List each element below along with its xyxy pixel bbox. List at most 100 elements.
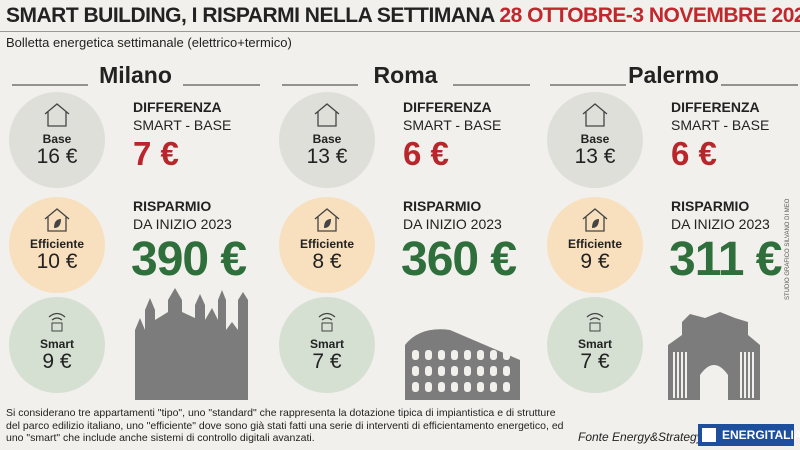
- house-icon: [44, 208, 70, 232]
- apartment-label: Base: [42, 132, 72, 146]
- difference-title: DIFFERENZA: [133, 99, 222, 115]
- device-icon: [321, 322, 333, 332]
- house-icon: [44, 103, 70, 127]
- column: [673, 352, 675, 398]
- source: Fonte Energy&Strategy: [578, 430, 703, 444]
- brand-logo: [702, 428, 716, 442]
- city-name: Milano: [99, 62, 172, 88]
- apartment-value: 9 €: [42, 350, 72, 373]
- difference-value: 6 €: [671, 135, 717, 172]
- difference-title: DIFFERENZA: [403, 99, 492, 115]
- city-name: Palermo: [628, 62, 719, 88]
- leaf-icon: [54, 219, 61, 228]
- arch: [490, 350, 497, 360]
- leaf-icon: [324, 219, 331, 228]
- gate-arch: [700, 365, 728, 400]
- arch: [451, 366, 458, 376]
- arch: [425, 350, 432, 360]
- arch: [451, 382, 458, 392]
- arch: [477, 350, 484, 360]
- house-icon: [314, 103, 340, 127]
- rule: [0, 31, 800, 32]
- difference-subtitle: SMART - BASE: [133, 117, 232, 133]
- apartment-value: 13 €: [306, 145, 348, 168]
- saving-title: RISPARMIO: [671, 198, 750, 214]
- difference-subtitle: SMART - BASE: [671, 117, 770, 133]
- wifi-icon: [318, 312, 336, 321]
- arch: [464, 382, 471, 392]
- arch: [503, 382, 510, 392]
- arch: [451, 350, 458, 360]
- column: [681, 352, 683, 398]
- arch: [425, 366, 432, 376]
- note: Si considerano tre appartamenti "tipo", …: [6, 407, 564, 444]
- wifi-icon: [48, 312, 66, 321]
- saving-subtitle: DA INIZIO 2023: [403, 216, 502, 232]
- arch: [464, 350, 471, 360]
- arch: [438, 382, 445, 392]
- saving-title: RISPARMIO: [403, 198, 482, 214]
- brand: ENERGITALIA: [698, 424, 800, 446]
- column: [677, 352, 679, 398]
- arch: [412, 382, 419, 392]
- apartment-value: 7 €: [580, 350, 610, 373]
- saving-title: RISPARMIO: [133, 198, 212, 214]
- apartment-value: 13 €: [574, 145, 616, 168]
- arch: [477, 382, 484, 392]
- difference-value: 6 €: [403, 135, 449, 172]
- title-row: SMART BUILDING, I RISPARMI NELLA SETTIMA…: [6, 4, 800, 28]
- apartment-value: 7 €: [312, 350, 342, 373]
- apartment-value: 8 €: [312, 250, 342, 273]
- apartment-value: 10 €: [36, 250, 78, 273]
- roma-colosseo: [405, 329, 520, 400]
- saving-value: 390 €: [131, 233, 247, 286]
- arch: [412, 366, 419, 376]
- apartment-label: Smart: [309, 337, 344, 351]
- apartment-label: Efficiente: [299, 237, 354, 251]
- brand-name: ENERGITALIA: [722, 428, 800, 442]
- date: 28 OTTOBRE-3 NOVEMBRE 2023: [499, 4, 800, 27]
- column: [740, 352, 742, 398]
- arch: [438, 366, 445, 376]
- arch: [490, 382, 497, 392]
- apartment-label: Smart: [39, 337, 74, 351]
- house-icon: [582, 208, 608, 232]
- difference-subtitle: SMART - BASE: [403, 117, 502, 133]
- saving-value: 311 €: [669, 233, 782, 286]
- arch: [477, 366, 484, 376]
- arch: [503, 366, 510, 376]
- device-icon: [589, 322, 601, 332]
- city-name: Roma: [373, 62, 438, 88]
- arch: [503, 350, 510, 360]
- arch: [490, 366, 497, 376]
- leaf-icon: [592, 219, 599, 228]
- palermo-gate: [668, 312, 760, 400]
- column: [748, 352, 750, 398]
- house-icon: [582, 103, 608, 127]
- saving-subtitle: DA INIZIO 2023: [671, 216, 770, 232]
- apartment-label: Efficiente: [29, 237, 84, 251]
- milano-duomo: [135, 288, 248, 400]
- credit: STUDIO GRAFICO SILVANO DI MEO: [785, 198, 791, 300]
- apartment-label: Efficiente: [567, 237, 622, 251]
- column: [752, 352, 754, 398]
- difference-value: 7 €: [133, 135, 179, 172]
- apartment-value: 16 €: [36, 145, 78, 168]
- arch: [412, 350, 419, 360]
- apartment-label: Base: [312, 132, 342, 146]
- arch: [464, 366, 471, 376]
- column: [685, 352, 687, 398]
- arch: [438, 350, 445, 360]
- apartment-value: 9 €: [580, 250, 610, 273]
- house-icon: [314, 208, 340, 232]
- wifi-icon: [586, 312, 604, 321]
- subtitle: Bolletta energetica settimanale (elettri…: [6, 35, 292, 50]
- difference-title: DIFFERENZA: [671, 99, 760, 115]
- apartment-label: Base: [580, 132, 610, 146]
- column: [744, 352, 746, 398]
- saving-value: 360 €: [401, 233, 517, 286]
- apartment-label: Smart: [577, 337, 612, 351]
- title: SMART BUILDING, I RISPARMI NELLA SETTIMA…: [6, 4, 495, 27]
- saving-subtitle: DA INIZIO 2023: [133, 216, 232, 232]
